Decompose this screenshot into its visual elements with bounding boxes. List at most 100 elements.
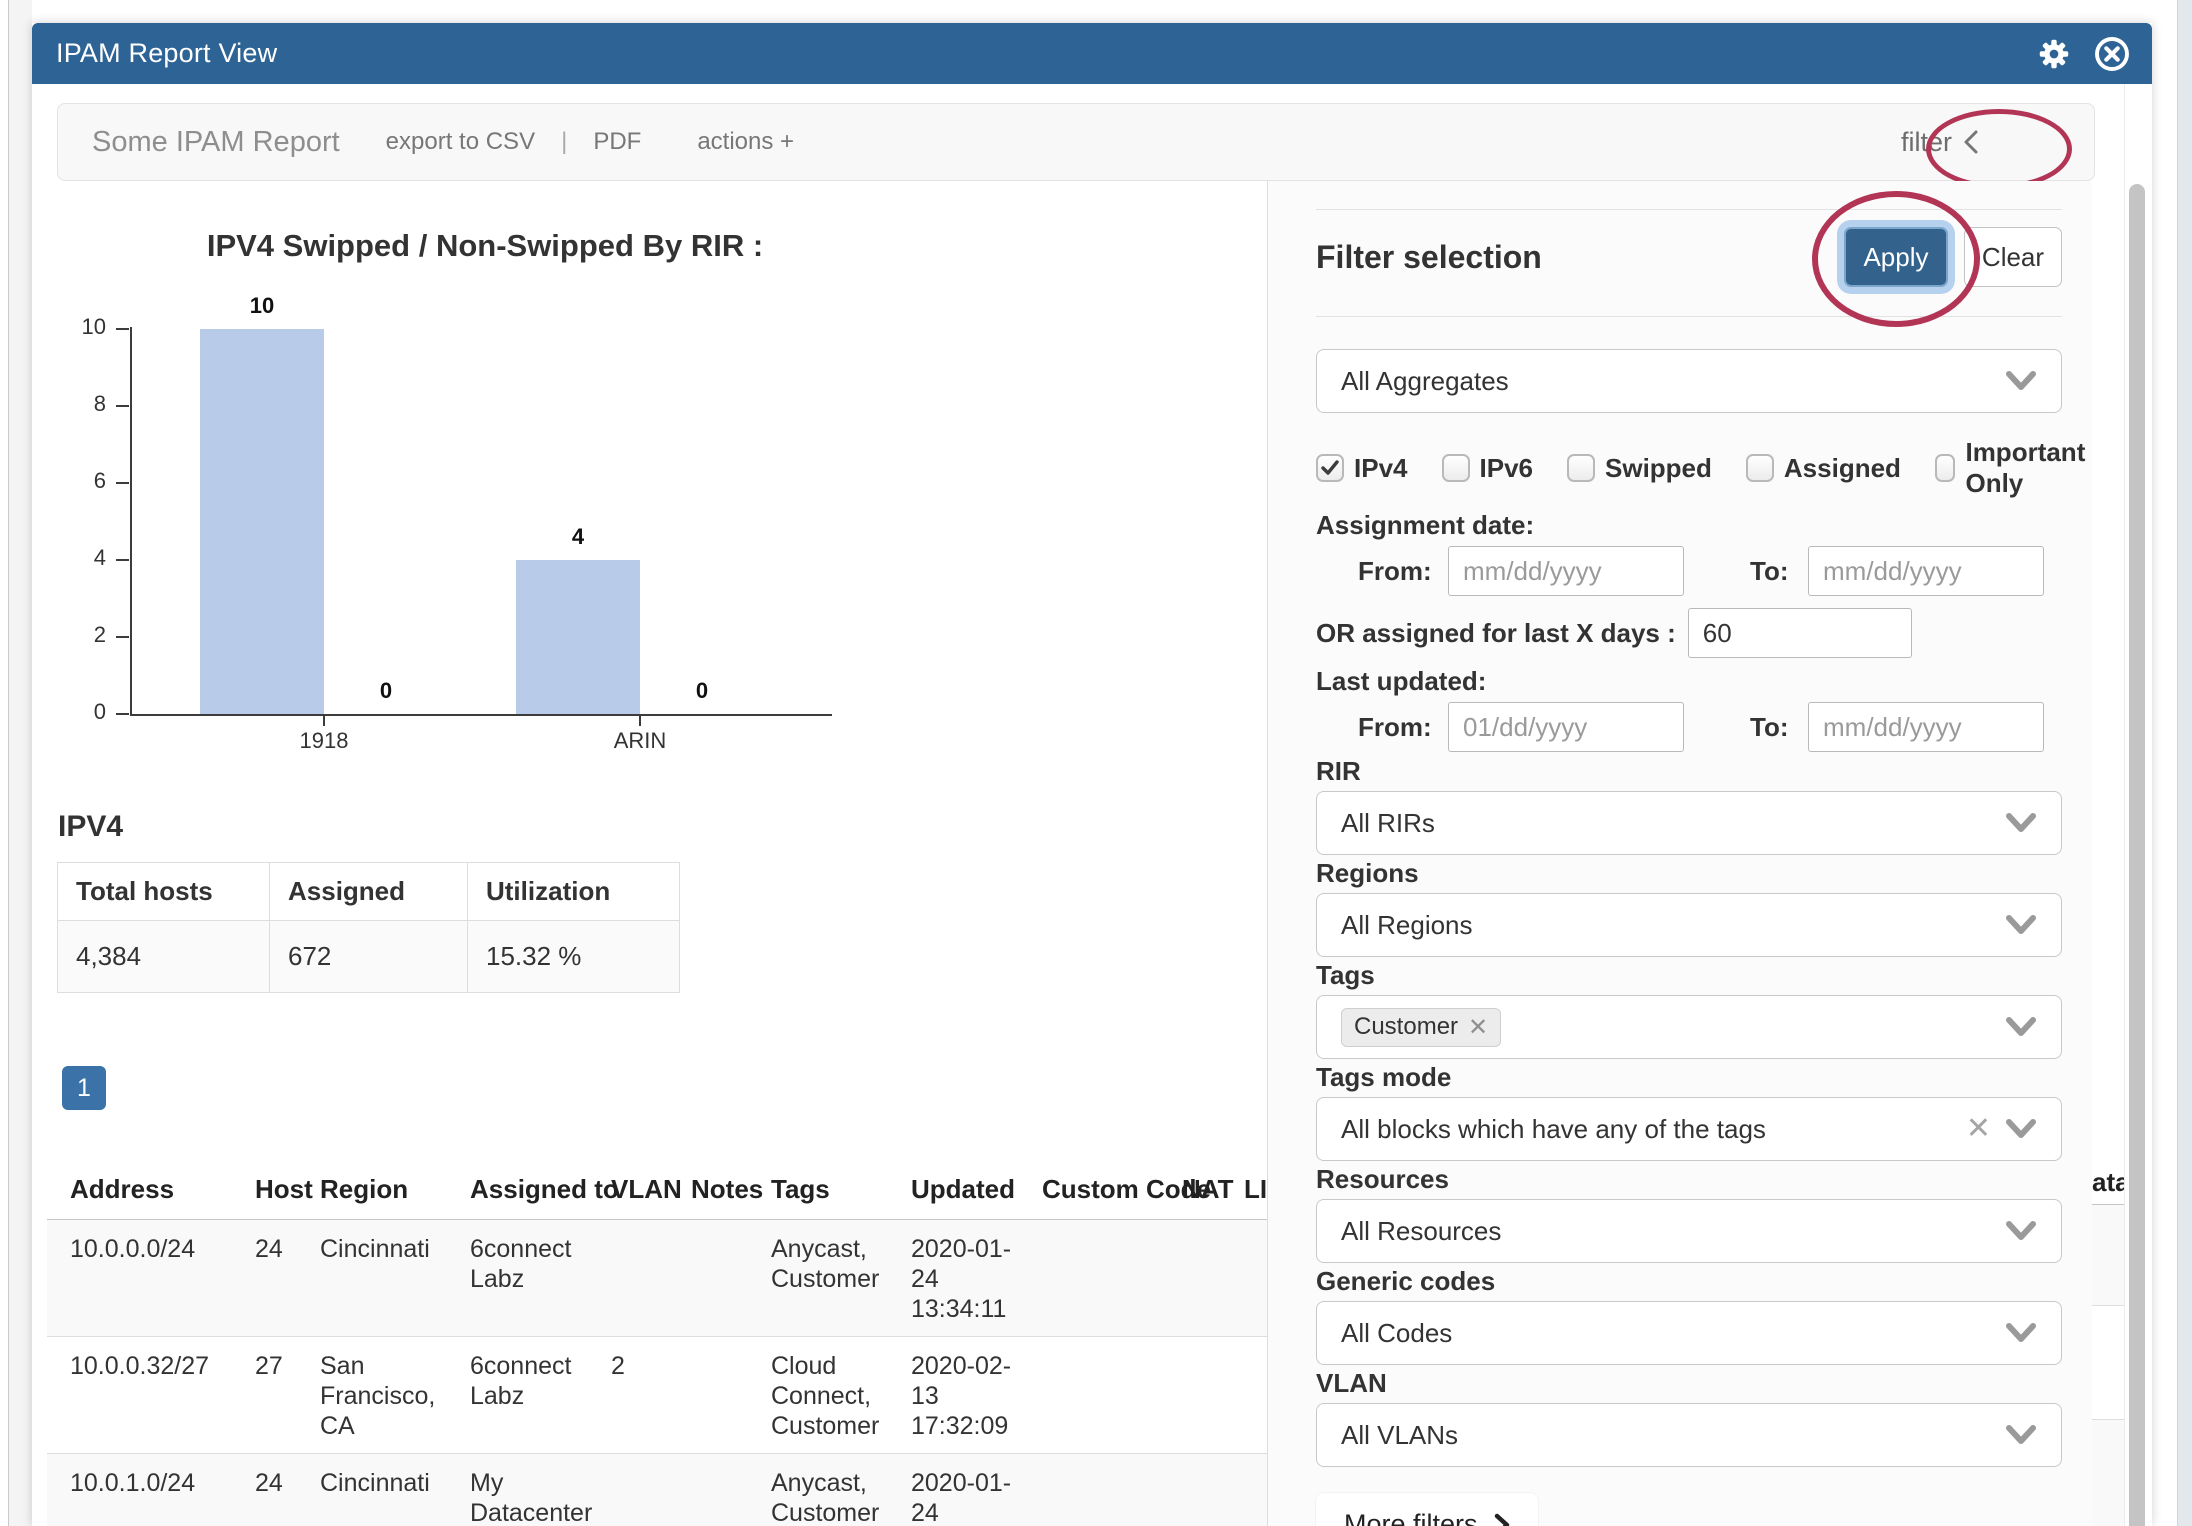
- cell-host: 24: [242, 1454, 307, 1526]
- ipv6-checkbox[interactable]: [1442, 454, 1470, 482]
- tag-chip-customer[interactable]: Customer ✕: [1341, 1008, 1501, 1047]
- cell-region: Cincinnati: [307, 1220, 457, 1337]
- scrollbar-track[interactable]: [2124, 84, 2149, 1526]
- last-updated-label: Last updated:: [1316, 667, 2062, 695]
- swipped-checkbox-label: Swipped: [1605, 453, 1712, 484]
- col-custom-code: Custom Code: [1029, 1164, 1169, 1220]
- rir-select[interactable]: All RIRs: [1316, 791, 2062, 855]
- last-updated-from-input[interactable]: [1448, 702, 1684, 752]
- cell-address: 10.0.0.32/27: [47, 1337, 242, 1454]
- chevron-down-icon: [2005, 1220, 2037, 1242]
- chart-y-axis: [130, 327, 132, 716]
- tags-select[interactable]: Customer ✕: [1316, 995, 2062, 1059]
- annotation-ellipse-apply: [1812, 191, 1980, 327]
- assignment-date-label: Assignment date:: [1316, 511, 2062, 539]
- y-tick: [116, 482, 129, 484]
- y-tick-label: 8: [58, 391, 106, 417]
- regions-select-value: All Regions: [1341, 910, 2005, 941]
- table-right-sliver: ata: [2092, 181, 2124, 1526]
- close-icon[interactable]: [2094, 36, 2130, 72]
- cell-address: 10.0.0.0/24: [47, 1220, 242, 1337]
- from-label: From:: [1358, 556, 1448, 587]
- ipv4-summary-table: Total hosts Assigned Utilization 4,384 6…: [57, 862, 680, 993]
- vlan-select[interactable]: All VLANs: [1316, 1403, 2062, 1467]
- pagination-page-1[interactable]: 1: [62, 1066, 106, 1110]
- generic-codes-select[interactable]: All Codes: [1316, 1301, 2062, 1365]
- cell-host: 27: [242, 1337, 307, 1454]
- cell-tags: Anycast, Customer: [758, 1454, 898, 1526]
- col-updated: Updated: [898, 1164, 1029, 1220]
- col-notes: Notes: [678, 1164, 758, 1220]
- x-tick-label: ARIN: [578, 728, 702, 754]
- col-region: Region: [307, 1164, 457, 1220]
- x-tick-label: 1918: [262, 728, 386, 754]
- assignment-date-from-input[interactable]: [1448, 546, 1684, 596]
- tags-mode-label: Tags mode: [1316, 1063, 2062, 1091]
- assigned-checkbox[interactable]: [1746, 454, 1774, 482]
- regions-select[interactable]: All Regions: [1316, 893, 2062, 957]
- cell-updated: 2020-01-24 13:33:59: [898, 1454, 1029, 1526]
- page-left-margin: [9, 0, 32, 1526]
- annotation-ellipse-filter: [1926, 109, 2072, 189]
- table-row: 10.0.0.0/24 24 Cincinnati 6connect Labz …: [47, 1220, 1267, 1337]
- bar-value-label: 4: [516, 524, 640, 550]
- chart-x-axis: [130, 714, 832, 716]
- more-filters-button[interactable]: More filters: [1316, 1493, 1538, 1526]
- table-row: 10.0.0.32/27 27 San Francisco, CA 6conne…: [47, 1337, 1267, 1454]
- summary-utilization: 15.32 %: [468, 921, 680, 993]
- cell-updated: 2020-01-24 13:34:11: [898, 1220, 1029, 1337]
- cell-vlan: 2: [598, 1337, 678, 1454]
- cell-custom-code: [1029, 1337, 1169, 1454]
- bar-arin-swipped: [516, 560, 640, 714]
- clear-selection-icon[interactable]: ✕: [1966, 1114, 1991, 1144]
- cell-li: [1231, 1454, 1267, 1526]
- scrollbar-thumb[interactable]: [2129, 184, 2145, 1526]
- cell-updated: 2020-02-13 17:32:09: [898, 1337, 1029, 1454]
- chevron-down-icon: [2005, 1424, 2037, 1446]
- cell-tags: Anycast, Customer: [758, 1220, 898, 1337]
- col-tags: Tags: [758, 1164, 898, 1220]
- actions-menu[interactable]: actions +: [697, 128, 794, 156]
- report-toolbar: Some IPAM Report export to CSV | PDF act…: [57, 103, 2095, 181]
- regions-label: Regions: [1316, 859, 2062, 887]
- x-tick: [323, 716, 325, 726]
- resources-label: Resources: [1316, 1165, 2062, 1193]
- y-tick: [116, 713, 129, 715]
- remove-tag-icon[interactable]: ✕: [1468, 1013, 1488, 1042]
- divider: [1316, 316, 2062, 317]
- bar-value-label: 0: [640, 678, 764, 704]
- last-updated-to-input[interactable]: [1808, 702, 2044, 752]
- y-tick-label: 4: [58, 545, 106, 571]
- aggregates-select[interactable]: All Aggregates: [1316, 349, 2062, 413]
- rir-label: RIR: [1316, 757, 2062, 785]
- aggregates-select-value: All Aggregates: [1341, 366, 2005, 397]
- bar-value-label: 0: [324, 678, 448, 704]
- or-days-input[interactable]: [1688, 608, 1912, 658]
- export-csv-link[interactable]: export to CSV: [386, 128, 535, 156]
- filter-panel-heading: Filter selection: [1316, 239, 1542, 276]
- resources-select[interactable]: All Resources: [1316, 1199, 2062, 1263]
- tags-mode-select[interactable]: All blocks which have any of the tags ✕: [1316, 1097, 2062, 1161]
- chevron-down-icon: [2005, 370, 2037, 392]
- cell-assigned-to: 6connect Labz: [457, 1220, 598, 1337]
- cell-vlan: [598, 1454, 678, 1526]
- ipv4-checkbox[interactable]: [1316, 454, 1344, 482]
- clipped-column-header: ata: [2092, 1167, 2124, 1198]
- rir-select-value: All RIRs: [1341, 808, 2005, 839]
- gear-icon[interactable]: [2036, 36, 2072, 72]
- vlan-label: VLAN: [1316, 1369, 2062, 1397]
- chevron-down-icon: [2005, 1322, 2037, 1344]
- chevron-down-icon: [2005, 1118, 2037, 1140]
- more-filters-label: More filters: [1344, 1509, 1478, 1526]
- assignment-date-to-input[interactable]: [1808, 546, 2044, 596]
- checkbox-row: IPv4 IPv6 Swipped Assigned Important Onl…: [1316, 437, 2062, 499]
- header-icons: [2036, 36, 2130, 72]
- summary-header-total-hosts: Total hosts: [58, 863, 270, 921]
- summary-header-assigned: Assigned: [270, 863, 468, 921]
- pdf-link[interactable]: PDF: [593, 128, 641, 156]
- important-only-checkbox[interactable]: [1935, 454, 1956, 482]
- important-only-checkbox-label: Important Only: [1965, 437, 2092, 499]
- swipped-checkbox[interactable]: [1567, 454, 1595, 482]
- chevron-down-icon: [2005, 1016, 2037, 1038]
- col-assigned-to: Assigned to: [457, 1164, 598, 1220]
